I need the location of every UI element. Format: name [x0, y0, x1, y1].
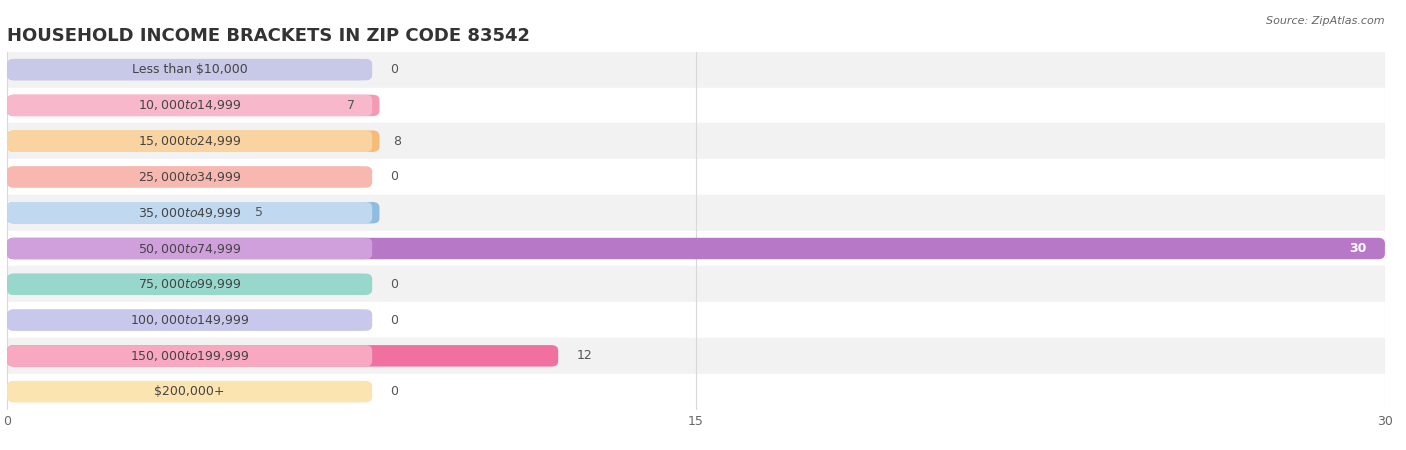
Bar: [7, 88, 1385, 123]
Bar: [7, 159, 1385, 195]
FancyBboxPatch shape: [7, 94, 373, 116]
FancyBboxPatch shape: [7, 59, 366, 81]
Bar: [7, 231, 1385, 266]
FancyBboxPatch shape: [7, 94, 380, 116]
FancyBboxPatch shape: [7, 238, 373, 259]
FancyBboxPatch shape: [7, 130, 380, 152]
Bar: [7, 302, 1385, 338]
Text: 0: 0: [391, 385, 398, 398]
Bar: [7, 374, 1385, 410]
FancyBboxPatch shape: [7, 345, 373, 367]
Text: 30: 30: [1350, 242, 1367, 255]
Text: $200,000+: $200,000+: [155, 385, 225, 398]
Bar: [7, 338, 1385, 374]
Bar: [7, 266, 1385, 302]
Text: HOUSEHOLD INCOME BRACKETS IN ZIP CODE 83542: HOUSEHOLD INCOME BRACKETS IN ZIP CODE 83…: [7, 27, 530, 45]
FancyBboxPatch shape: [7, 345, 558, 367]
Bar: [7, 52, 1385, 88]
FancyBboxPatch shape: [7, 202, 373, 224]
FancyBboxPatch shape: [7, 309, 373, 331]
Text: 0: 0: [391, 171, 398, 184]
FancyBboxPatch shape: [7, 381, 373, 402]
Text: $150,000 to $199,999: $150,000 to $199,999: [129, 349, 249, 363]
Text: $10,000 to $14,999: $10,000 to $14,999: [138, 99, 242, 112]
Text: Source: ZipAtlas.com: Source: ZipAtlas.com: [1267, 16, 1385, 26]
FancyBboxPatch shape: [7, 274, 373, 295]
FancyBboxPatch shape: [7, 59, 373, 81]
FancyBboxPatch shape: [7, 166, 373, 188]
Text: $25,000 to $34,999: $25,000 to $34,999: [138, 170, 242, 184]
Text: Less than $10,000: Less than $10,000: [132, 63, 247, 76]
FancyBboxPatch shape: [7, 238, 1385, 259]
Text: 0: 0: [391, 63, 398, 76]
Text: 5: 5: [254, 206, 263, 219]
Text: 0: 0: [391, 314, 398, 327]
Text: $35,000 to $49,999: $35,000 to $49,999: [138, 206, 242, 220]
FancyBboxPatch shape: [7, 202, 380, 224]
Text: 12: 12: [576, 349, 592, 362]
Text: 0: 0: [391, 278, 398, 291]
Text: 8: 8: [392, 135, 401, 148]
FancyBboxPatch shape: [7, 381, 366, 402]
Text: $100,000 to $149,999: $100,000 to $149,999: [129, 313, 249, 327]
Text: 7: 7: [347, 99, 354, 112]
FancyBboxPatch shape: [7, 166, 366, 188]
Text: $75,000 to $99,999: $75,000 to $99,999: [138, 277, 242, 291]
Text: $15,000 to $24,999: $15,000 to $24,999: [138, 134, 242, 148]
Bar: [7, 123, 1385, 159]
FancyBboxPatch shape: [7, 309, 366, 331]
Text: $50,000 to $74,999: $50,000 to $74,999: [138, 242, 242, 256]
FancyBboxPatch shape: [7, 130, 373, 152]
Bar: [7, 195, 1385, 231]
FancyBboxPatch shape: [7, 274, 366, 295]
